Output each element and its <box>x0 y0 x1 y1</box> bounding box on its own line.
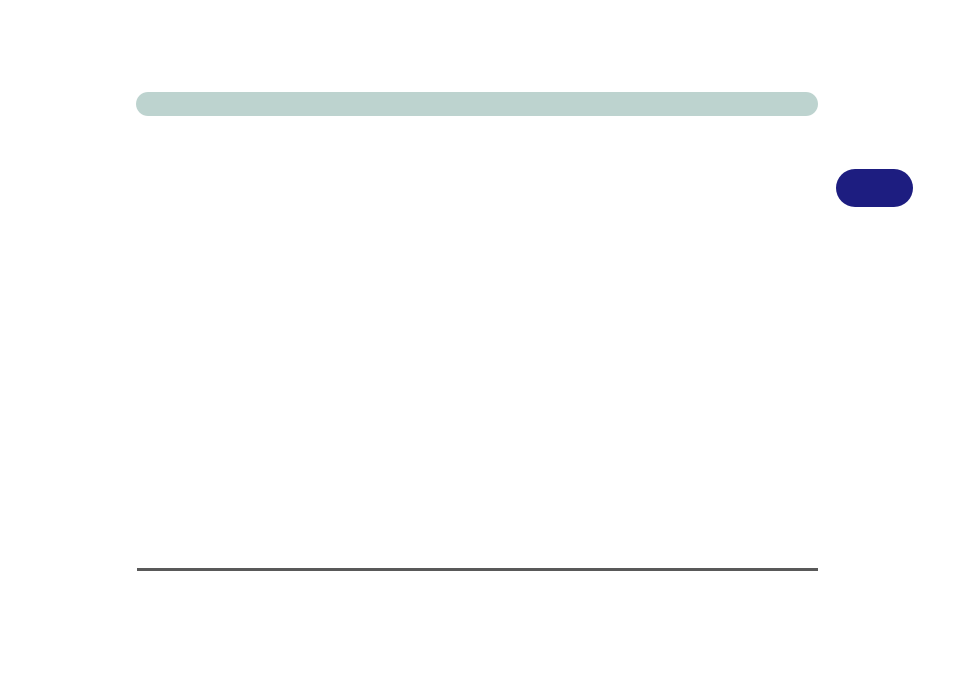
search-input[interactable] <box>136 92 818 116</box>
horizontal-divider <box>137 568 818 571</box>
primary-action-button[interactable] <box>836 169 913 207</box>
